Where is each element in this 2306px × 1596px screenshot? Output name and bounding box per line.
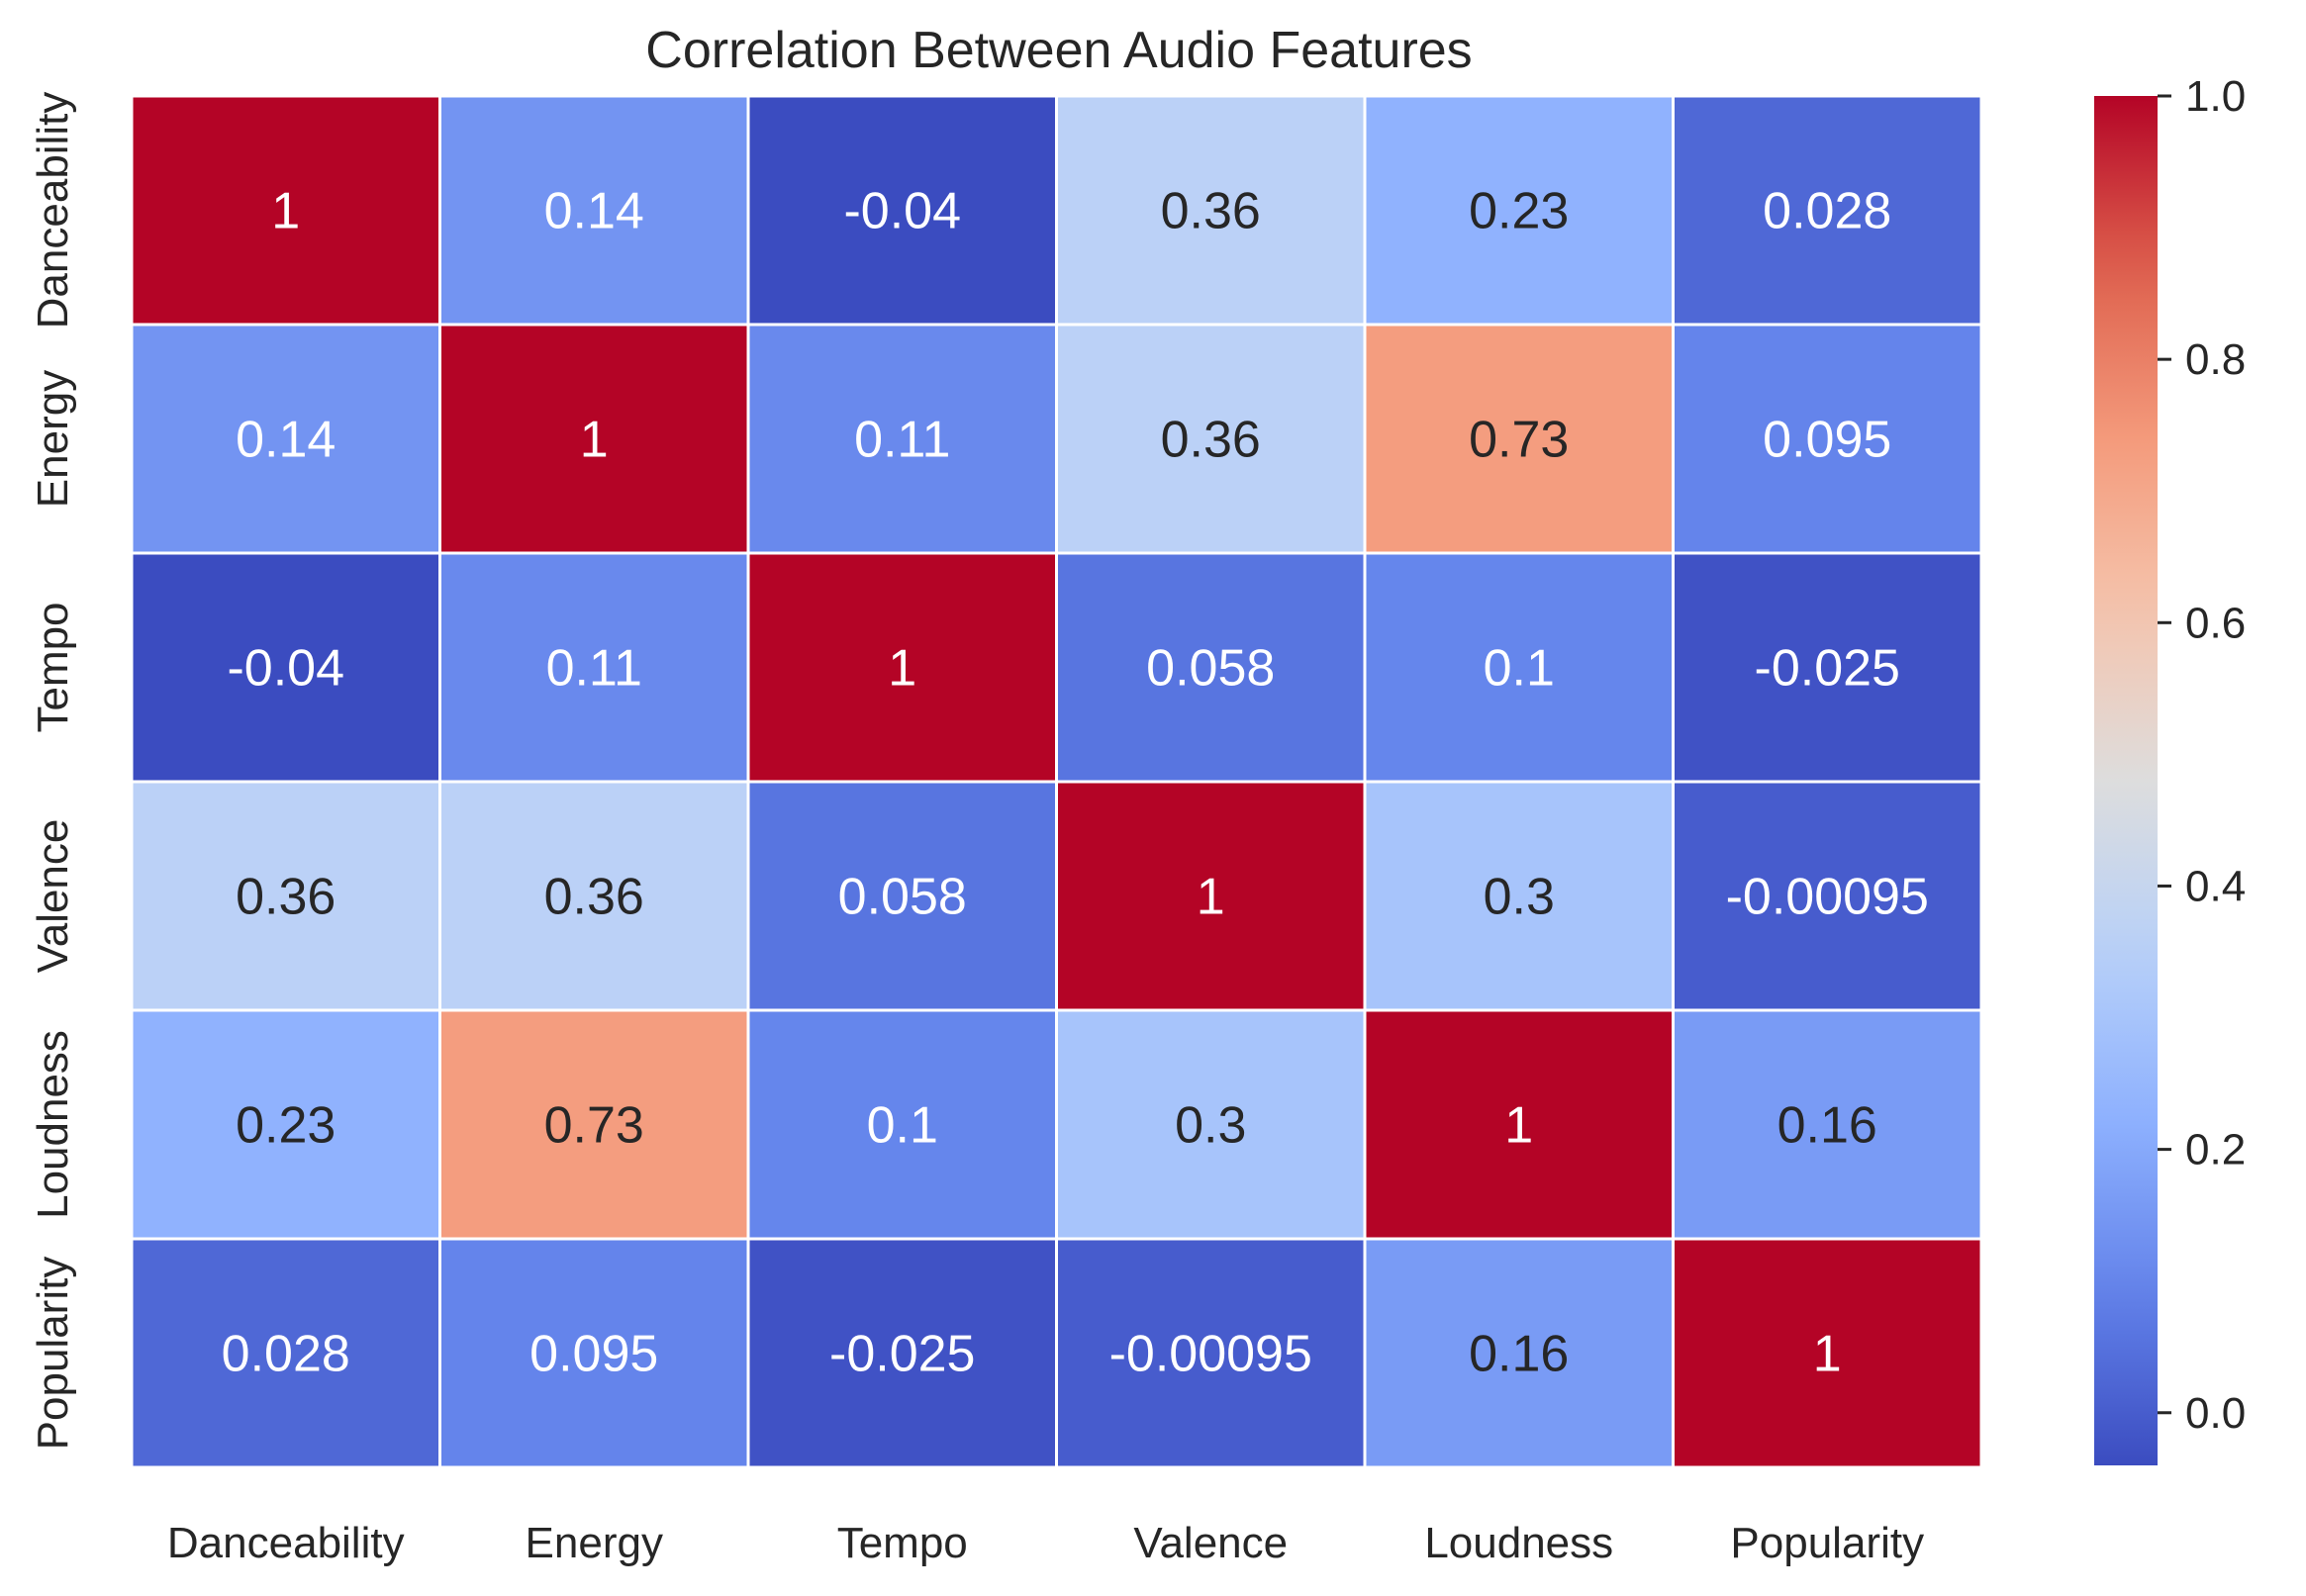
colorbar-tick-label: 0.6 — [2185, 599, 2246, 647]
heatmap-cell — [1055, 94, 1367, 327]
colorbar-tick-label: 0.4 — [2185, 862, 2246, 910]
y-tick-label: Loudness — [29, 1030, 77, 1219]
cell-value-label: 0.23 — [236, 1097, 336, 1155]
heatmap-cell — [1363, 94, 1675, 327]
cell-value-label: -0.04 — [227, 640, 344, 698]
heatmap-cell — [1055, 1008, 1367, 1241]
x-tick-label: Popularity — [1730, 1519, 1924, 1567]
cell-value-label: 1 — [580, 412, 609, 469]
cell-value-label: 0.11 — [854, 412, 950, 469]
heatmap-cell — [1055, 1237, 1367, 1469]
cell-value-label: 0.095 — [1763, 412, 1891, 469]
cell-value-label: 1 — [1504, 1097, 1533, 1155]
cell-value-label: 1 — [1197, 869, 1225, 926]
y-tick-label: Danceability — [29, 92, 77, 329]
cell-value-label: 0.16 — [1469, 1326, 1569, 1383]
cell-value-label: 0.028 — [1763, 183, 1891, 240]
y-tick-label: Valence — [29, 819, 77, 974]
heatmap-cell — [438, 323, 750, 555]
cell-value-label: -0.04 — [843, 183, 961, 240]
y-axis: Danceability Energy Tempo Valence Loudness Po… — [29, 92, 77, 1451]
heatmap-cell — [1055, 551, 1367, 784]
cell-value-label: 0.028 — [222, 1326, 350, 1383]
y-tick-label: Popularity — [29, 1257, 77, 1451]
cell-value-label: 0.73 — [544, 1097, 644, 1155]
cell-value-label: 0.1 — [1484, 640, 1555, 698]
colorbar-tick-label: 0.8 — [2185, 335, 2246, 384]
heatmap-cell — [746, 1008, 1058, 1241]
cell-value-label: 1 — [1813, 1326, 1842, 1383]
chart-title: Correlation Between Audio Features — [645, 22, 1472, 79]
cell-value-label: 0.23 — [1469, 183, 1569, 240]
cell-value-label: -0.00095 — [1109, 1326, 1312, 1383]
heatmap-cell — [1055, 323, 1367, 555]
y-tick-label: Energy — [29, 370, 77, 508]
colorbar-tick-label: 1.0 — [2185, 72, 2246, 121]
heatmap-cell — [1672, 1237, 1983, 1469]
x-tick-label: Loudness — [1424, 1519, 1613, 1567]
cell-value-label: 0.14 — [544, 183, 644, 240]
cell-value-label: -0.025 — [829, 1326, 975, 1383]
x-tick-label: Danceability — [167, 1519, 405, 1567]
heatmap-cell — [130, 780, 441, 1012]
cell-value-label: 0.3 — [1175, 1097, 1246, 1155]
heatmap-cell — [130, 1008, 441, 1241]
colorbar-ticks: 0.0 0.2 0.4 0.6 0.8 1.0 — [2158, 72, 2246, 1438]
heatmap-cell — [130, 94, 441, 327]
cell-value-label: 1 — [888, 640, 916, 698]
cell-value-label: 0.3 — [1484, 869, 1555, 926]
cell-value-label: -0.00095 — [1726, 869, 1929, 926]
heatmap-cell — [1363, 1237, 1675, 1469]
colorbar-tick-label: 0.0 — [2185, 1389, 2246, 1438]
colorbar-tick-label: 0.2 — [2185, 1126, 2246, 1174]
heatmap-cell — [438, 551, 750, 784]
heatmap-cell — [1055, 780, 1367, 1012]
cell-value-label: 0.36 — [1161, 412, 1261, 469]
heatmap-cell — [1672, 94, 1983, 327]
heatmap-cell — [1363, 1008, 1675, 1241]
cell-value-label: 0.095 — [529, 1326, 658, 1383]
x-tick-label: Tempo — [837, 1519, 968, 1567]
heatmap-cell — [746, 780, 1058, 1012]
colorbar-gradient — [2094, 96, 2158, 1465]
colorbar: 0.0 0.2 0.4 0.6 0.8 1.0 — [2094, 72, 2246, 1465]
heatmap-cell — [1363, 780, 1675, 1012]
heatmap-cell — [1672, 551, 1983, 784]
cell-value-label: 0.1 — [867, 1097, 938, 1155]
cell-value-label: 0.11 — [546, 640, 642, 698]
x-axis: Danceability Energy Tempo Valence Loudness Po… — [167, 1519, 1924, 1567]
cell-value-label: 0.36 — [544, 869, 644, 926]
cell-value-label: -0.025 — [1755, 640, 1900, 698]
x-tick-label: Energy — [526, 1519, 663, 1567]
cell-value-label: 0.36 — [236, 869, 336, 926]
heatmap-cell — [438, 94, 750, 327]
cell-value-label: 0.058 — [838, 869, 967, 926]
cell-value-label: 0.73 — [1469, 412, 1569, 469]
heatmap-cell — [1672, 323, 1983, 555]
heatmap-cell — [746, 551, 1058, 784]
x-tick-label: Valence — [1133, 1519, 1288, 1567]
heatmap-cell — [438, 780, 750, 1012]
cell-value-label: 0.14 — [236, 412, 336, 469]
cell-value-label: 0.16 — [1778, 1097, 1877, 1155]
heatmap-cell — [130, 551, 441, 784]
heatmap-cell — [746, 94, 1058, 327]
cell-value-label: 0.058 — [1146, 640, 1275, 698]
cell-value-label: 0.36 — [1161, 183, 1261, 240]
heatmap-cell — [1672, 1008, 1983, 1241]
y-tick-label: Tempo — [29, 602, 77, 732]
heatmap-cell — [130, 1237, 441, 1469]
heatmap-cell — [1672, 780, 1983, 1012]
cell-value-label: 1 — [271, 183, 300, 240]
heatmap-cell — [1363, 551, 1675, 784]
